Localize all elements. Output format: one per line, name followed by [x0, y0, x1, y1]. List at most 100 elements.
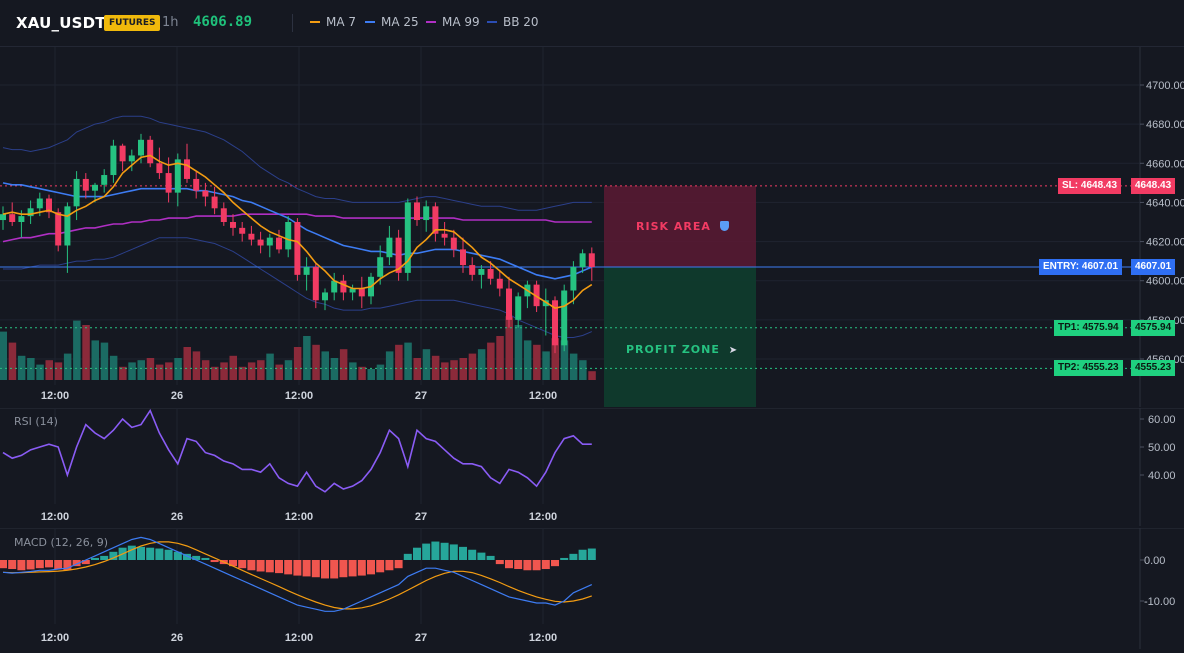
stop-loss-tag: SL: 4648.43: [1058, 177, 1122, 194]
candle-body: [46, 198, 52, 213]
macd-histogram-bar: [247, 560, 256, 571]
candle-body: [450, 237, 457, 250]
last-price: 4606.89: [193, 14, 253, 30]
tp2-tag: TP2: 4555.23: [1054, 360, 1123, 377]
volume-bar: [137, 360, 145, 380]
macd-histogram-bar: [477, 552, 486, 560]
macd-histogram-bar: [100, 555, 109, 560]
candle-body: [496, 278, 503, 289]
rsi-tick-label: 60.00: [1148, 414, 1176, 426]
rsi-pane[interactable]: RSI (14) 60.00 50.00 40.00 12:00 26 12:00 27 12…: [0, 407, 1184, 526]
volume-bar: [257, 360, 265, 380]
tp1-tag: TP1: 4575.94: [1054, 319, 1123, 336]
candle-body: [349, 288, 356, 293]
volume-bar: [0, 331, 7, 380]
macd-histogram-bar: [367, 560, 375, 575]
ma99-swatch: [426, 21, 436, 23]
legend-bb20[interactable]: BB 20: [487, 15, 539, 29]
candle-body: [579, 253, 586, 268]
volume-bar: [523, 340, 532, 380]
macd-histogram-bar: [468, 549, 477, 560]
legend-ma99[interactable]: MA 99: [426, 15, 480, 29]
macd-chart[interactable]: 0.00 -10.00 12:00 26 12:00 27 12:00: [0, 527, 1184, 649]
volume-bar: [330, 358, 339, 380]
volume-bar: [312, 344, 320, 380]
candle-body: [542, 300, 549, 307]
macd-histogram-bar: [54, 560, 63, 570]
candle-body: [82, 178, 89, 191]
futures-badge: FUTURES: [104, 15, 161, 31]
price-chart[interactable]: 4700.00 4680.00 4660.00 4640.00 4620.00 4600.…: [0, 47, 1184, 407]
volume-bar: [45, 360, 53, 380]
risk-area-zone: [604, 185, 756, 267]
candle-body: [588, 253, 595, 268]
tp1-axis-tag: 4575.94: [1131, 319, 1176, 336]
ma25-swatch: [365, 21, 375, 23]
macd-histogram-bar: [440, 542, 449, 560]
candle-body: [469, 265, 476, 275]
macd-histogram-bar: [541, 560, 550, 570]
candle-body: [64, 206, 71, 246]
macd-histogram-bar: [35, 560, 44, 569]
rsi-chart[interactable]: 60.00 50.00 40.00 12:00 26 12:00 27 12:00: [0, 407, 1184, 526]
macd-histogram-bar: [293, 560, 302, 576]
macd-line: [2, 536, 593, 612]
candle-body: [211, 196, 218, 209]
candle-body: [570, 267, 577, 291]
header-divider: [292, 14, 293, 32]
candle-body: [202, 190, 209, 197]
shield-icon: [719, 221, 729, 231]
macd-histogram-bar: [164, 549, 173, 560]
macd-histogram-bar: [72, 560, 81, 567]
volume-bar: [579, 360, 587, 380]
volume-bar: [569, 353, 578, 380]
volume-bar: [220, 362, 228, 380]
volume-bar: [119, 366, 127, 380]
macd-time-label: 12:00: [529, 632, 557, 644]
macd-label: MACD (12, 26, 9): [14, 536, 109, 549]
candle-body: [552, 300, 558, 346]
macd-histogram-bar: [532, 560, 541, 571]
entry-tag: ENTRY: 4607.01: [1039, 258, 1123, 275]
bb20-swatch: [487, 21, 497, 23]
legend-ma25[interactable]: MA 25: [365, 15, 419, 29]
volume-bar: [201, 360, 210, 380]
macd-histogram-bar: [413, 547, 421, 560]
stop-loss-axis-tag: 4648.43: [1131, 177, 1176, 194]
volume-bar: [385, 351, 394, 380]
macd-histogram-bar: [376, 560, 385, 573]
macd-histogram-bar: [302, 560, 311, 577]
timeframe-label[interactable]: 1h: [162, 15, 179, 30]
volume-bar: [542, 351, 550, 380]
candle-body: [478, 268, 485, 275]
macd-tick-label: 0.00: [1144, 555, 1165, 567]
volume-bar: [422, 349, 431, 380]
candle-body: [174, 159, 181, 193]
macd-histogram-bar: [348, 560, 357, 577]
macd-histogram-bar: [109, 551, 118, 560]
macd-histogram-bar: [560, 557, 569, 560]
price-pane[interactable]: 4700.00 4680.00 4660.00 4640.00 4620.00 4600.…: [0, 47, 1184, 407]
volume-bar: [73, 320, 81, 380]
volume-bar: [321, 351, 329, 380]
volume-bar: [514, 325, 523, 380]
macd-histogram-bar: [357, 560, 366, 576]
symbol-name[interactable]: XAU_USDT: [16, 14, 106, 32]
price-tick-label: 4620.00: [1146, 237, 1184, 249]
volume-bar: [54, 362, 63, 380]
tp2-axis-tag: 4555.23: [1131, 360, 1176, 377]
legend-ma7[interactable]: MA 7: [310, 15, 356, 29]
profit-zone-text: PROFIT ZONE: [626, 343, 720, 356]
rsi-label: RSI (14): [14, 415, 58, 428]
candle-body: [230, 222, 236, 228]
macd-histogram-bar: [523, 560, 532, 571]
macd-histogram-bar: [0, 560, 7, 569]
macd-histogram-bar: [265, 560, 274, 573]
rsi-tick-label: 50.00: [1148, 442, 1176, 454]
volume-bar: [91, 340, 99, 380]
macd-histogram-bar: [256, 560, 265, 572]
macd-pane[interactable]: MACD (12, 26, 9) 0.00 -10.00 12:00 26 12:00 2…: [0, 527, 1184, 649]
volume-bar: [146, 358, 155, 380]
rocket-icon: ➤: [728, 345, 739, 356]
volume-bar: [275, 364, 283, 380]
